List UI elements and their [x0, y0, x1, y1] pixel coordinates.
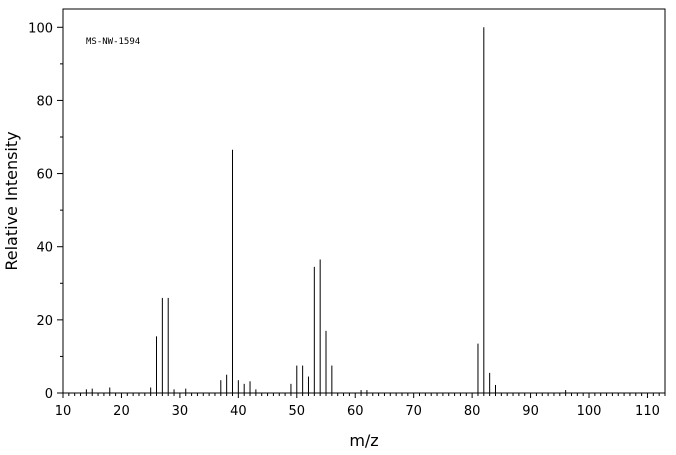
- x-tick-label: 20: [113, 404, 130, 419]
- y-tick-label: 40: [36, 241, 53, 256]
- x-tick-label: 60: [347, 404, 364, 419]
- x-tick-label: 50: [289, 404, 306, 419]
- x-tick-label: 10: [55, 404, 72, 419]
- y-axis-ticks: 0 20 40 60 80 100: [28, 21, 63, 402]
- y-tick-label: 80: [36, 94, 53, 109]
- x-axis-title: m/z: [349, 431, 378, 450]
- x-tick-label: 40: [230, 404, 247, 419]
- x-tick-label: 110: [635, 404, 660, 419]
- plot-frame: [62, 8, 666, 394]
- y-tick-label: 20: [36, 314, 53, 329]
- x-tick-label: 100: [577, 404, 602, 419]
- y-tick-label: 100: [28, 21, 53, 36]
- x-tick-label: 80: [464, 404, 481, 419]
- y-axis-title: Relative Intensity: [2, 131, 21, 270]
- x-tick-label: 30: [172, 404, 189, 419]
- x-axis-ticks: 10 20 30 40 50 60 70 80 90 100 110: [55, 393, 666, 419]
- peak-sticks: [85, 27, 567, 393]
- spectrum-id-annotation: MS-NW-1594: [86, 37, 140, 47]
- x-tick-label: 70: [405, 404, 422, 419]
- y-tick-label: 0: [45, 387, 53, 402]
- x-tick-label: 90: [522, 404, 539, 419]
- y-tick-label: 60: [36, 168, 53, 183]
